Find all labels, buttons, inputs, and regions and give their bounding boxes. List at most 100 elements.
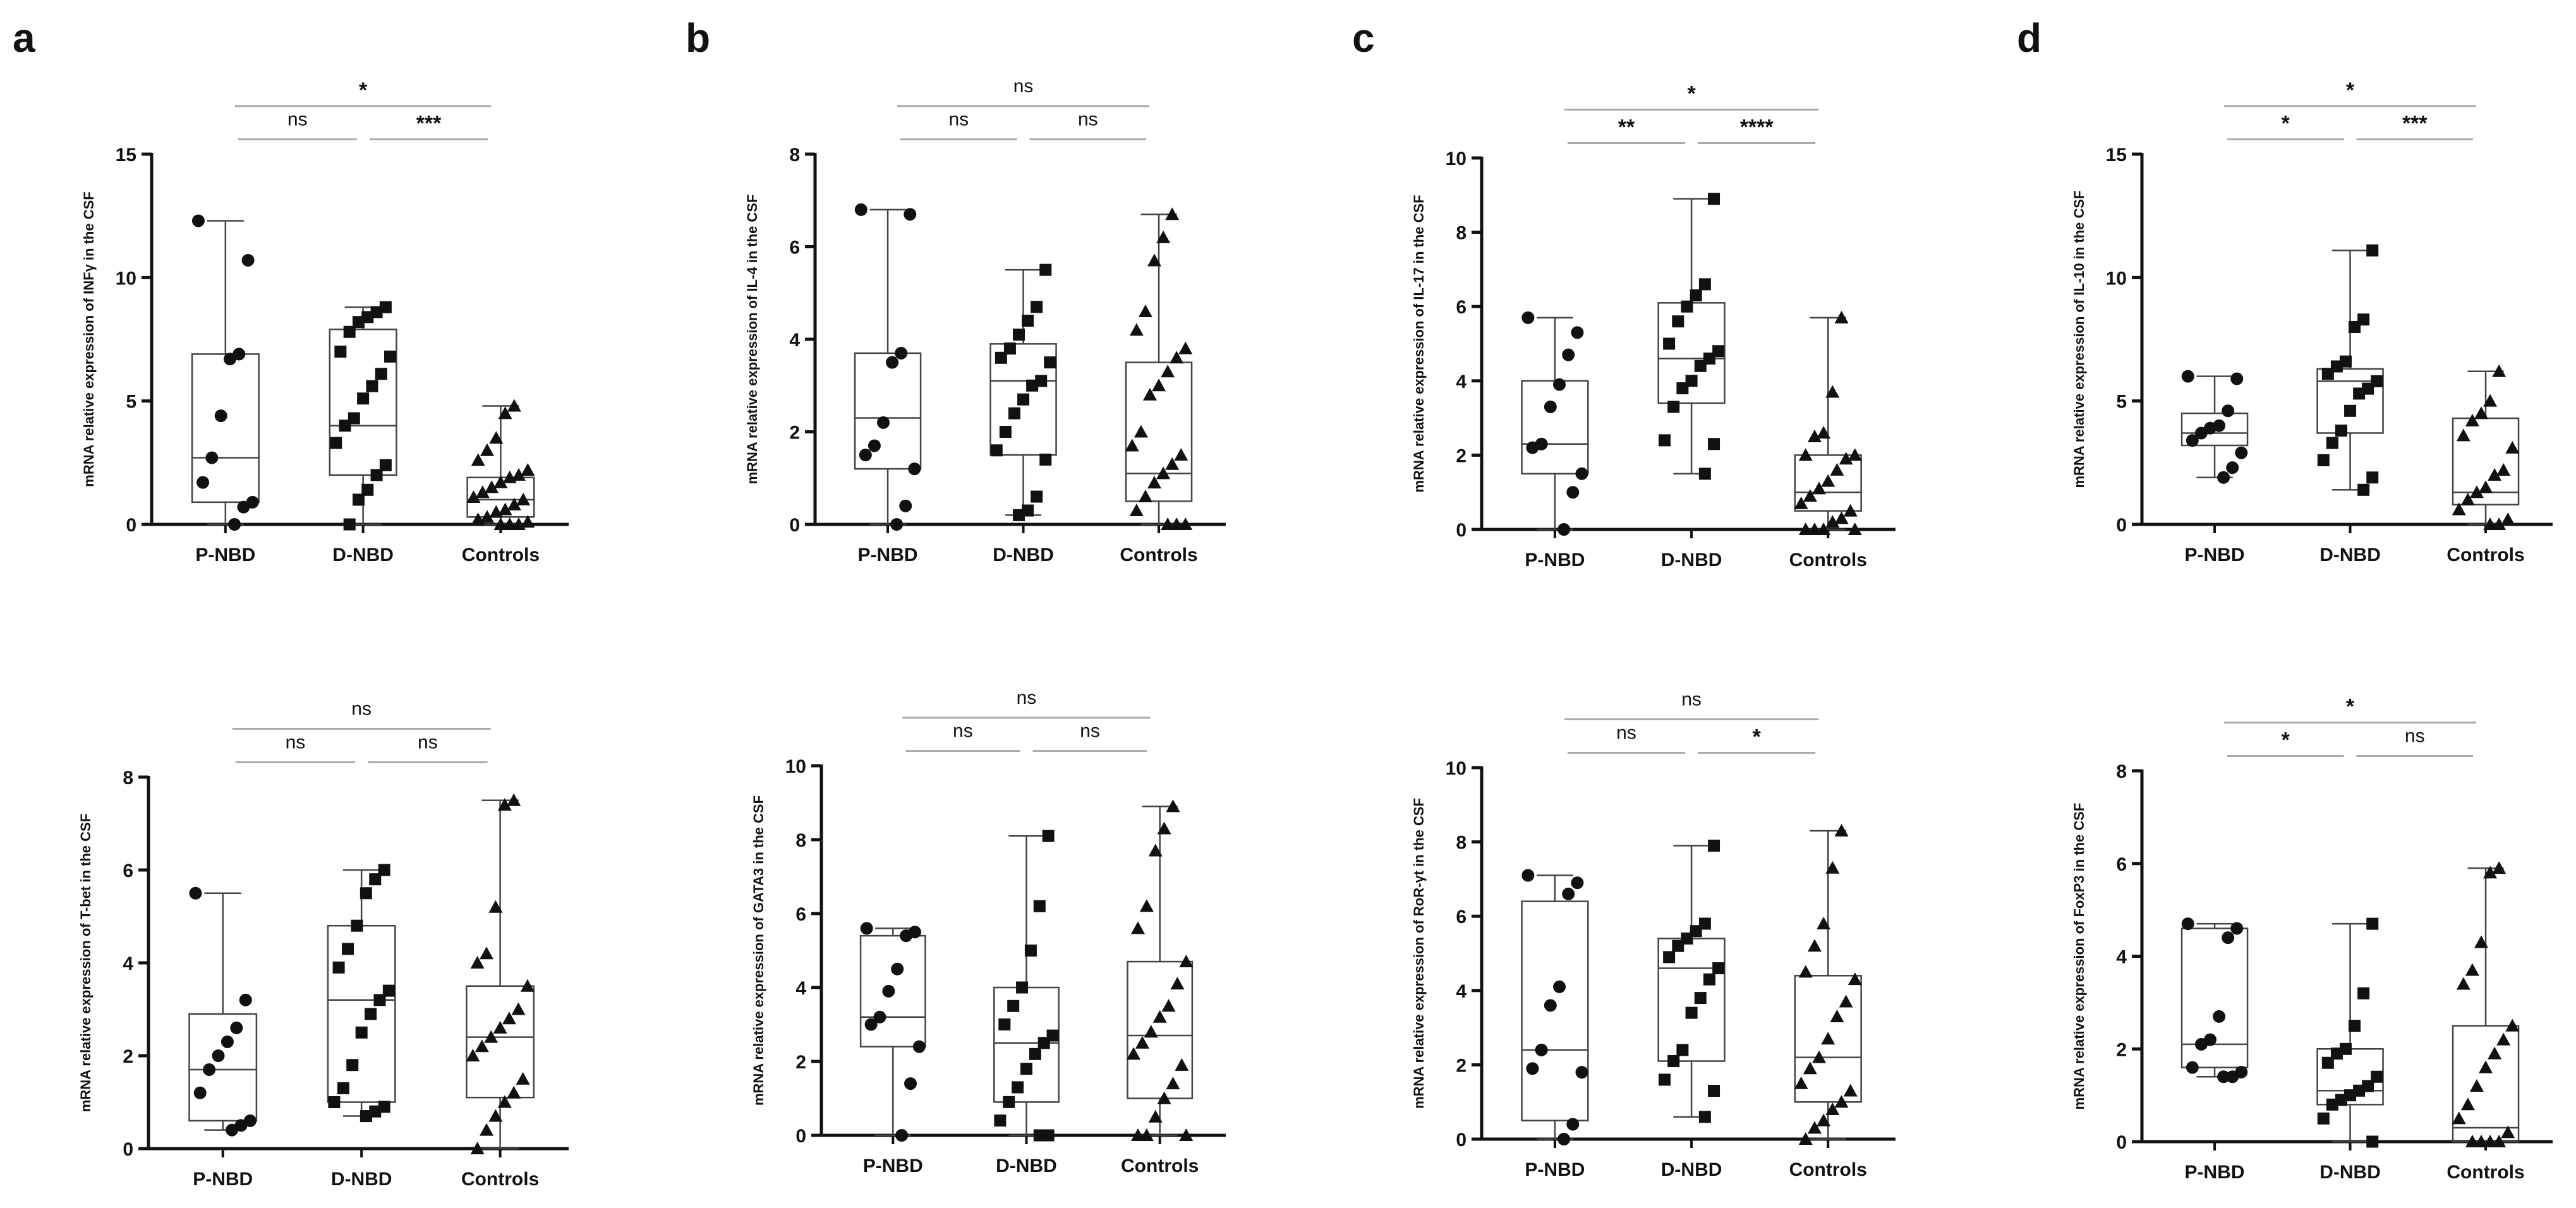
box-iqr: [859, 934, 926, 1048]
data-point: [1659, 434, 1671, 447]
data-point: [2181, 370, 2194, 383]
data-point: [1161, 365, 1175, 378]
data-point: [1663, 951, 1676, 963]
data-point: [1834, 310, 1849, 323]
data-point: [1825, 385, 1840, 398]
data-point: [2366, 244, 2379, 257]
box-iqr: [1521, 900, 1589, 1121]
y-tick-label: 4: [123, 953, 133, 974]
data-point: [351, 919, 363, 932]
category-label: Controls: [2446, 1162, 2524, 1183]
data-point: [1148, 843, 1163, 857]
data-point: [1026, 379, 1039, 392]
data-point: [1708, 839, 1720, 852]
data-point: [1138, 305, 1152, 318]
data-point: [488, 900, 503, 913]
data-point: [493, 1020, 507, 1034]
data-point: [230, 1021, 243, 1034]
data-point: [1535, 1043, 1548, 1056]
data-point: [1562, 887, 1575, 900]
data-point: [1161, 517, 1175, 530]
box-p-nbd: [1521, 874, 1589, 1140]
box-iqr: [191, 353, 260, 504]
data-point: [1676, 382, 1689, 395]
data-point: [1157, 821, 1171, 835]
data-point: [1142, 387, 1157, 401]
data-point: [1178, 341, 1193, 354]
data-point: [2222, 404, 2235, 418]
box-iqr: [1794, 975, 1862, 1103]
data-point: [1170, 517, 1184, 530]
box-iqr: [854, 352, 922, 470]
category-label: P-NBD: [2185, 545, 2245, 565]
data-point: [1803, 489, 1817, 502]
data-point: [1571, 326, 1584, 339]
data-point: [1127, 1047, 1141, 1060]
data-point: [512, 468, 526, 481]
y-axis-label: mRNA relative expression of IL-17 in the…: [1411, 195, 1427, 492]
data-point: [361, 311, 374, 323]
data-point: [2235, 446, 2248, 459]
data-point: [1131, 1128, 1146, 1141]
data-point: [228, 518, 241, 531]
data-point: [1817, 522, 1831, 535]
data-point: [2456, 977, 2470, 990]
data-point: [1031, 490, 1043, 503]
box-p-nbd: [859, 927, 926, 1137]
data-point: [2226, 1070, 2239, 1084]
data-point: [2230, 372, 2244, 385]
data-point: [384, 350, 397, 363]
data-point: [1798, 965, 1813, 978]
data-point: [343, 518, 356, 531]
data-point: [475, 1039, 489, 1053]
data-point: [990, 444, 1003, 457]
data-point: [203, 1063, 216, 1077]
box-iqr: [329, 329, 397, 476]
category-label: P-NBD: [1525, 1159, 1585, 1180]
panel-letter-d: d: [2017, 15, 2041, 61]
category-label: P-NBD: [193, 1169, 253, 1190]
data-point: [999, 426, 1012, 438]
y-tick-label: 0: [123, 1139, 133, 1160]
category-label: Controls: [1789, 550, 1867, 571]
data-point: [2326, 1098, 2338, 1111]
box-iqr: [2180, 927, 2249, 1068]
y-tick-label: 8: [1456, 833, 1466, 854]
category-label: P-NBD: [2185, 1162, 2245, 1183]
data-point: [2474, 1135, 2489, 1147]
data-point: [2357, 483, 2370, 496]
data-point: [1708, 193, 1720, 205]
data-point: [1667, 1055, 1680, 1068]
data-point: [466, 490, 481, 504]
category-label: P-NBD: [858, 545, 918, 565]
data-point: [193, 1086, 207, 1099]
data-point: [375, 368, 387, 380]
data-point: [239, 993, 252, 1006]
data-point: [489, 505, 504, 518]
y-tick-label: 8: [2116, 761, 2127, 782]
box-d-nbd: [989, 269, 1057, 516]
data-point: [1138, 490, 1152, 503]
data-point: [1698, 278, 1711, 291]
data-point: [1562, 348, 1575, 361]
data-point: [2474, 935, 2489, 948]
data-point: [1022, 315, 1034, 327]
y-tick-label: 6: [123, 861, 133, 881]
data-point: [1847, 448, 1862, 461]
data-point: [2496, 463, 2511, 476]
panel-letter-a: a: [13, 15, 35, 61]
category-label: Controls: [1120, 545, 1197, 565]
box-iqr: [1127, 960, 1194, 1099]
data-point: [1798, 1132, 1813, 1145]
data-point: [1152, 1010, 1167, 1023]
data-point: [1825, 515, 1840, 528]
data-point: [223, 353, 236, 366]
data-point: [1557, 523, 1571, 536]
category-label: P-NBD: [1525, 550, 1585, 571]
data-point: [1690, 289, 1702, 302]
data-point: [1708, 438, 1720, 450]
data-point: [854, 203, 868, 216]
data-point: [1170, 351, 1184, 364]
box-controls: [1794, 830, 1862, 1140]
data-point: [484, 1030, 499, 1043]
